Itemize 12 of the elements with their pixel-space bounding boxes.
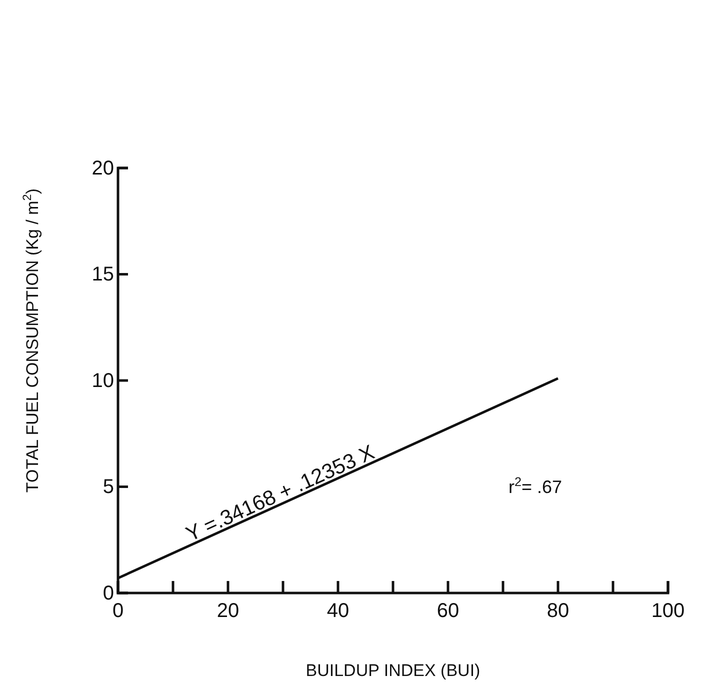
x-tick-label: 20 [216, 600, 240, 622]
annotation: r$^{2}$= .67 [508, 475, 562, 498]
y-tick-label: 0 [102, 582, 114, 604]
x-tick-label: 40 [326, 600, 350, 622]
x-tick-label: 60 [436, 600, 460, 622]
y-tick-label: 10 [92, 370, 114, 392]
x-axis-title: BUILDUP INDEX (BUI) [306, 661, 480, 680]
y-tick-label: 15 [92, 264, 114, 286]
x-tick-label: 100 [651, 600, 685, 622]
y-tick-label: 5 [102, 476, 114, 498]
x-tick-label: 80 [546, 600, 570, 622]
y-tick-label: 20 [92, 157, 114, 180]
